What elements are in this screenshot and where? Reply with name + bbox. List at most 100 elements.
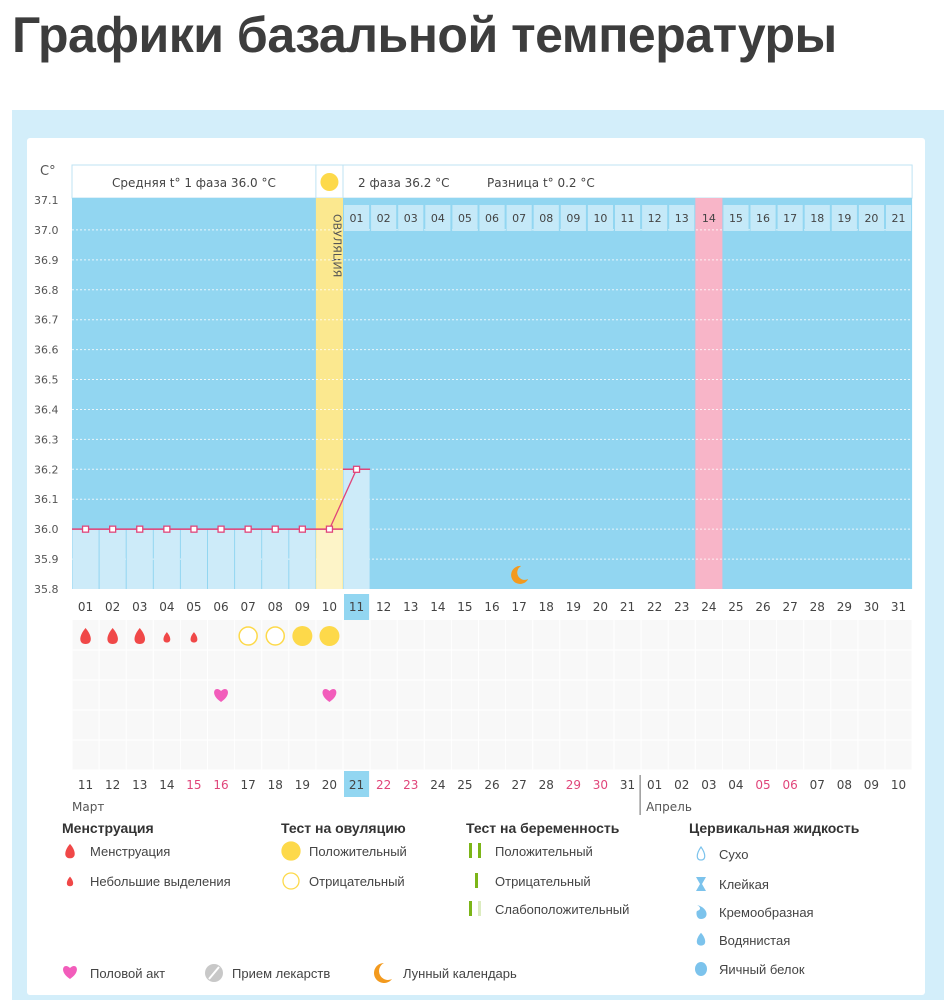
temperature-point <box>81 525 90 533</box>
date-label: 02 <box>674 778 689 792</box>
legend-item: Лунный календарь <box>403 966 517 981</box>
y-tick-label: 36.5 <box>34 374 59 387</box>
cycle-day-label: 26 <box>755 600 770 614</box>
cycle-day-cell <box>479 205 505 231</box>
phase2-day-label: 03 <box>404 212 418 225</box>
legend-item: Слабоположительный <box>495 902 629 917</box>
temperature-bar <box>262 529 289 589</box>
heart-icon <box>63 966 77 979</box>
temperature-bar <box>343 469 370 589</box>
date-label: 29 <box>566 778 581 792</box>
date-label: 10 <box>891 778 906 792</box>
legend-item: Отрицательный <box>495 874 591 889</box>
date-label: 13 <box>132 778 147 792</box>
legend-item: Менструация <box>90 844 170 859</box>
test-line-icon <box>475 873 478 888</box>
cycle-day-label: 12 <box>376 600 391 614</box>
phase2-day-label: 17 <box>783 212 797 225</box>
ovulation-test-positive-icon <box>292 626 313 646</box>
phase2-day-label: 13 <box>675 212 689 225</box>
cycle-day-cell <box>533 205 559 231</box>
temperature-bar <box>208 529 235 589</box>
cycle-day-label: 28 <box>810 600 825 614</box>
phase2-day-label: 12 <box>648 212 662 225</box>
cycle-day-label: 05 <box>186 600 201 614</box>
legend-heading-cervical: Цервикальная жидкость <box>689 820 860 836</box>
today-cell <box>344 594 370 620</box>
cycle-day-cell <box>777 205 803 231</box>
phase2-day-label: 16 <box>756 212 770 225</box>
y-tick-label: 36.4 <box>34 403 59 416</box>
cycle-day-label: 17 <box>512 600 527 614</box>
cycle-day-label: 31 <box>891 600 906 614</box>
cycle-day-label: 07 <box>241 600 256 614</box>
dry-icon <box>696 845 706 861</box>
date-label: 31 <box>620 778 635 792</box>
plot-area <box>72 198 913 589</box>
cycle-day-cell <box>371 205 397 231</box>
y-tick-label: 37.1 <box>34 194 59 207</box>
date-label: 19 <box>295 778 310 792</box>
creamy-icon <box>696 905 707 919</box>
symbol-grid <box>72 620 913 770</box>
temperature-bar <box>126 529 153 589</box>
temperature-point <box>217 525 225 533</box>
cycle-day-cell <box>587 205 613 231</box>
test-line-icon <box>469 901 472 916</box>
y-tick-label: 36.8 <box>34 284 59 297</box>
menstruation-icon <box>107 628 118 644</box>
y-tick-label: 36.6 <box>34 344 59 357</box>
cycle-day-label: 08 <box>268 600 283 614</box>
y-tick-label: 36.7 <box>34 314 59 327</box>
date-label: 09 <box>864 778 879 792</box>
cycle-day-label: 11 <box>349 600 364 614</box>
y-axis-label: C° <box>40 164 56 179</box>
temperature-point <box>325 525 334 533</box>
cycle-day-label: 22 <box>647 600 662 614</box>
cycle-day-cell <box>506 205 532 231</box>
cycle-day-cell <box>642 205 668 231</box>
legend-item: Клейкая <box>719 877 769 892</box>
legend-item: Прием лекарств <box>232 966 330 981</box>
highlight-column <box>695 198 723 589</box>
y-tick-label: 36.3 <box>34 433 59 446</box>
phase2-day-label: 10 <box>593 212 607 225</box>
cycle-day-label: 29 <box>837 600 852 614</box>
temperature-point <box>163 525 171 533</box>
phase2-day-label: 07 <box>512 212 526 225</box>
cycle-day-label: 18 <box>539 600 554 614</box>
phase-header <box>71 164 913 199</box>
phase2-day-label: 05 <box>458 212 472 225</box>
ovulation-test-positive-icon <box>281 841 301 861</box>
egg-white-icon <box>695 962 707 976</box>
ovulation-column <box>315 198 343 589</box>
legend-heading-ovulation_test: Тест на овуляцию <box>281 820 406 836</box>
phase2-day-label: 21 <box>892 212 906 225</box>
legend-item: Кремообразная <box>719 905 814 920</box>
legend-heading-pregnancy_test: Тест на беременность <box>466 820 620 836</box>
ovulation-test-positive-icon <box>319 626 340 646</box>
legend-item: Половой акт <box>90 966 165 981</box>
moon-icon <box>511 565 529 584</box>
ovulation-test-negative-icon <box>282 872 300 890</box>
sticky-icon <box>696 877 706 891</box>
cycle-day-label: 20 <box>593 600 608 614</box>
date-label: 03 <box>701 778 716 792</box>
cycle-day-label: 03 <box>132 600 147 614</box>
date-label: 17 <box>241 778 256 792</box>
cycle-day-label: 27 <box>783 600 798 614</box>
heart-icon <box>214 689 228 702</box>
y-tick-label: 35.9 <box>34 553 59 566</box>
phase2-average: 2 фаза 36.2 °C <box>358 176 450 190</box>
temperature-point <box>136 525 144 533</box>
date-label: 21 <box>349 778 364 792</box>
date-label: 15 <box>186 778 201 792</box>
legend-heading-menstruation: Менструация <box>62 820 154 836</box>
date-label: 05 <box>755 778 770 792</box>
cycle-day-cell <box>398 205 424 231</box>
date-label: 24 <box>430 778 445 792</box>
menstruation-icon <box>65 843 75 859</box>
spotting-icon <box>163 632 171 643</box>
date-label: 12 <box>105 778 120 792</box>
cycle-day-cell <box>750 205 776 231</box>
